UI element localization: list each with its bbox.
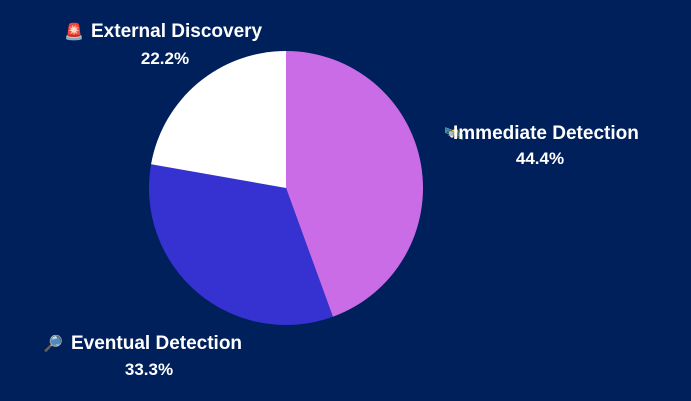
slice-value-immediate-detection: 44.4% — [516, 149, 564, 168]
slice-label-eventual-detection: Eventual Detection — [71, 333, 242, 354]
magnifier-icon: 🔎 — [43, 333, 63, 353]
slice-label-immediate-detection: Immediate Detection — [453, 123, 639, 144]
siren-icon: 🚨 — [64, 22, 84, 41]
slice-label-group-0: 🛰️ Immediate Detection 44.4% — [444, 123, 639, 168]
satellite-icon: 🛰️ — [444, 126, 464, 143]
pie-slice-external-discovery — [151, 50, 286, 189]
slice-label-external-discovery: External Discovery — [91, 21, 263, 42]
slice-label-group-2: 🚨 External Discovery 22.2% — [64, 21, 263, 68]
pie-slices — [148, 50, 424, 326]
pie-slice-immediate-detection — [286, 51, 424, 317]
slice-value-external-discovery: 22.2% — [141, 49, 189, 68]
slice-label-group-1: 🔎 Eventual Detection 33.3% — [43, 333, 242, 379]
pie-slice-eventual-detection — [148, 164, 333, 326]
slice-value-eventual-detection: 33.3% — [125, 360, 173, 379]
